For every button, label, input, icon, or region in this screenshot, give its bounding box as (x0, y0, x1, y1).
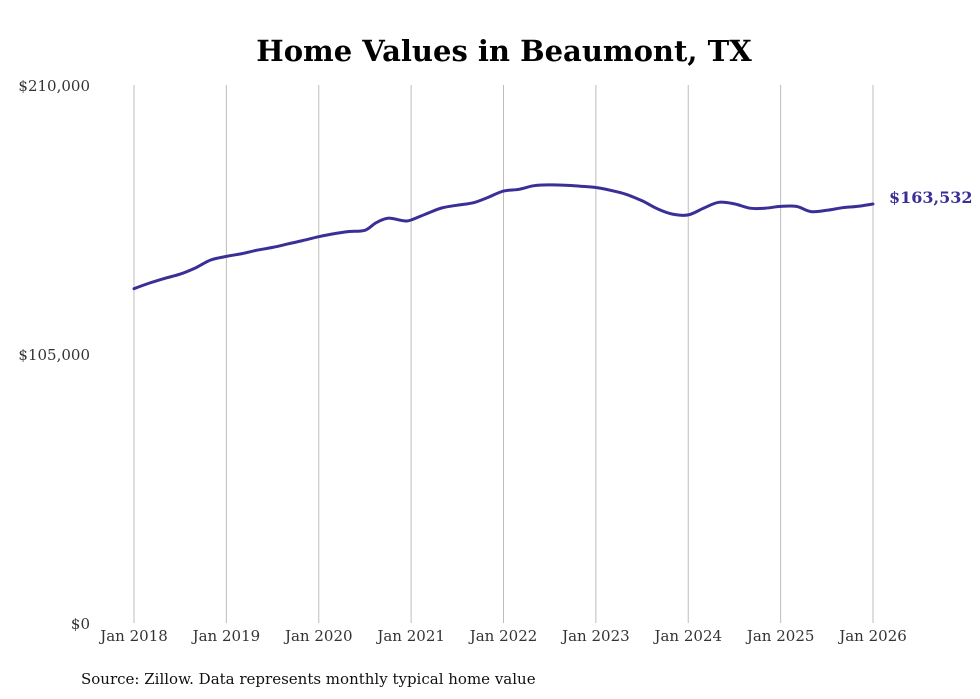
y-tick-label: $210,000 (18, 77, 90, 95)
x-tick-label: Jan 2022 (468, 627, 538, 645)
y-tick-label: $0 (71, 615, 90, 633)
x-tick-label: Jan 2024 (652, 627, 722, 645)
x-tick-label: Jan 2018 (98, 627, 168, 645)
x-tick-label: Jan 2021 (375, 627, 445, 645)
x-tick-label: Jan 2019 (191, 627, 261, 645)
x-tick-label: Jan 2020 (283, 627, 353, 645)
y-tick-label: $105,000 (18, 346, 90, 364)
chart-title: Home Values in Beaumont, TX (256, 34, 752, 68)
y-axis: $0 $105,000 $210,000 (18, 77, 90, 633)
grid (133, 85, 874, 623)
series-line (132, 183, 875, 291)
series-layer: $163,532 (132, 183, 973, 291)
x-tick-label: Jan 2023 (560, 627, 630, 645)
x-tick-label: Jan 2026 (837, 627, 907, 645)
x-tick-label: Jan 2025 (745, 627, 815, 645)
x-axis: Jan 2018 Jan 2019 Jan 2020 Jan 2021 Jan 2022… (98, 627, 907, 645)
end-value-label: $163,532 (889, 188, 973, 207)
source-note: Source: Zillow. Data represents monthly … (81, 670, 536, 688)
